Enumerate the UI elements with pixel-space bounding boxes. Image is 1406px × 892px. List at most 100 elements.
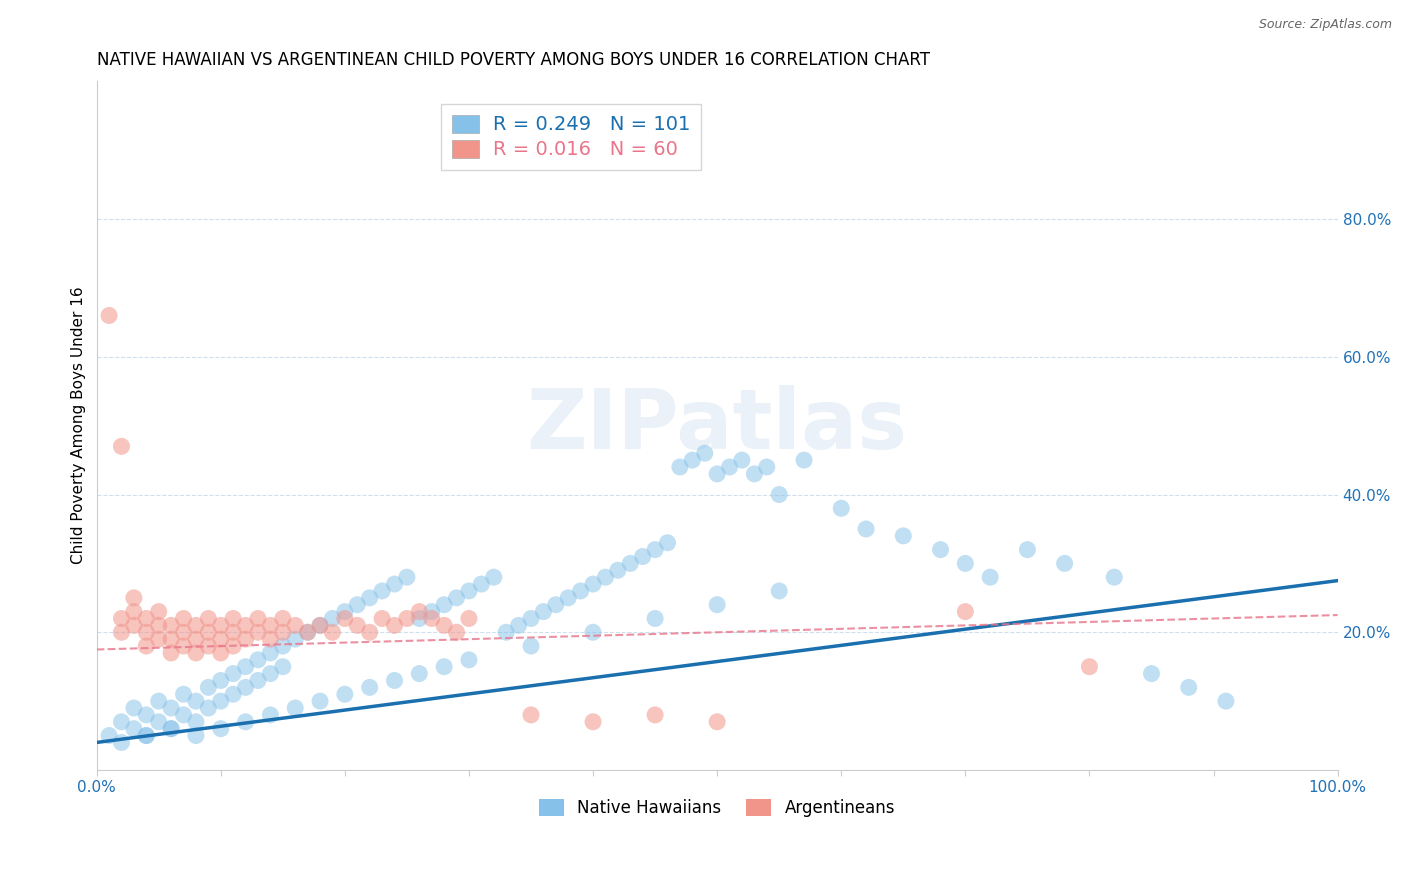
Point — [433, 659, 456, 673]
Point — [706, 714, 728, 729]
Point — [173, 687, 195, 701]
Point — [222, 639, 245, 653]
Point — [246, 673, 269, 688]
Point — [1078, 659, 1101, 673]
Legend: Native Hawaiians, Argentineans: Native Hawaiians, Argentineans — [533, 792, 903, 823]
Point — [284, 632, 307, 647]
Point — [184, 729, 207, 743]
Point — [718, 460, 741, 475]
Point — [669, 460, 692, 475]
Point — [135, 729, 157, 743]
Point — [197, 639, 219, 653]
Point — [359, 591, 381, 605]
Point — [160, 722, 183, 736]
Point — [173, 611, 195, 625]
Point — [259, 618, 281, 632]
Point — [235, 632, 257, 647]
Point — [148, 632, 170, 647]
Point — [148, 618, 170, 632]
Point — [1177, 681, 1199, 695]
Point — [148, 605, 170, 619]
Point — [1017, 542, 1039, 557]
Point — [173, 707, 195, 722]
Point — [271, 611, 294, 625]
Point — [122, 618, 145, 632]
Point — [891, 529, 914, 543]
Point — [209, 722, 232, 736]
Point — [657, 535, 679, 549]
Point — [110, 439, 132, 453]
Point — [433, 598, 456, 612]
Text: Source: ZipAtlas.com: Source: ZipAtlas.com — [1258, 18, 1392, 31]
Point — [321, 625, 343, 640]
Point — [110, 714, 132, 729]
Point — [446, 591, 468, 605]
Point — [122, 701, 145, 715]
Point — [173, 639, 195, 653]
Point — [222, 687, 245, 701]
Point — [582, 625, 605, 640]
Point — [333, 605, 356, 619]
Point — [271, 659, 294, 673]
Point — [706, 467, 728, 481]
Point — [408, 666, 430, 681]
Point — [582, 577, 605, 591]
Point — [495, 625, 517, 640]
Point — [148, 694, 170, 708]
Point — [569, 583, 592, 598]
Point — [259, 666, 281, 681]
Point — [855, 522, 877, 536]
Point — [297, 625, 319, 640]
Point — [520, 707, 543, 722]
Point — [110, 625, 132, 640]
Point — [235, 618, 257, 632]
Point — [1104, 570, 1126, 584]
Point — [458, 653, 481, 667]
Text: ZIPatlas: ZIPatlas — [527, 385, 908, 467]
Point — [209, 632, 232, 647]
Point — [246, 625, 269, 640]
Point — [706, 598, 728, 612]
Point — [246, 653, 269, 667]
Point — [408, 611, 430, 625]
Point — [544, 598, 567, 612]
Point — [222, 666, 245, 681]
Point — [235, 659, 257, 673]
Point — [458, 583, 481, 598]
Point — [395, 611, 418, 625]
Point — [830, 501, 852, 516]
Point — [135, 729, 157, 743]
Point — [508, 618, 530, 632]
Point — [110, 735, 132, 749]
Point — [793, 453, 815, 467]
Point — [606, 563, 628, 577]
Point — [520, 639, 543, 653]
Point — [197, 701, 219, 715]
Point — [148, 714, 170, 729]
Point — [309, 618, 332, 632]
Point — [346, 618, 368, 632]
Point — [259, 632, 281, 647]
Point — [384, 618, 406, 632]
Point — [235, 714, 257, 729]
Point — [98, 729, 121, 743]
Point — [433, 618, 456, 632]
Text: NATIVE HAWAIIAN VS ARGENTINEAN CHILD POVERTY AMONG BOYS UNDER 16 CORRELATION CHA: NATIVE HAWAIIAN VS ARGENTINEAN CHILD POV… — [97, 51, 929, 69]
Point — [209, 673, 232, 688]
Point — [520, 611, 543, 625]
Point — [359, 681, 381, 695]
Point — [160, 646, 183, 660]
Point — [309, 694, 332, 708]
Point — [184, 714, 207, 729]
Point — [122, 591, 145, 605]
Point — [333, 687, 356, 701]
Point — [644, 707, 666, 722]
Point — [693, 446, 716, 460]
Point — [582, 714, 605, 729]
Point — [184, 632, 207, 647]
Point — [768, 487, 790, 501]
Point — [333, 611, 356, 625]
Point — [595, 570, 617, 584]
Point — [955, 557, 977, 571]
Point — [744, 467, 766, 481]
